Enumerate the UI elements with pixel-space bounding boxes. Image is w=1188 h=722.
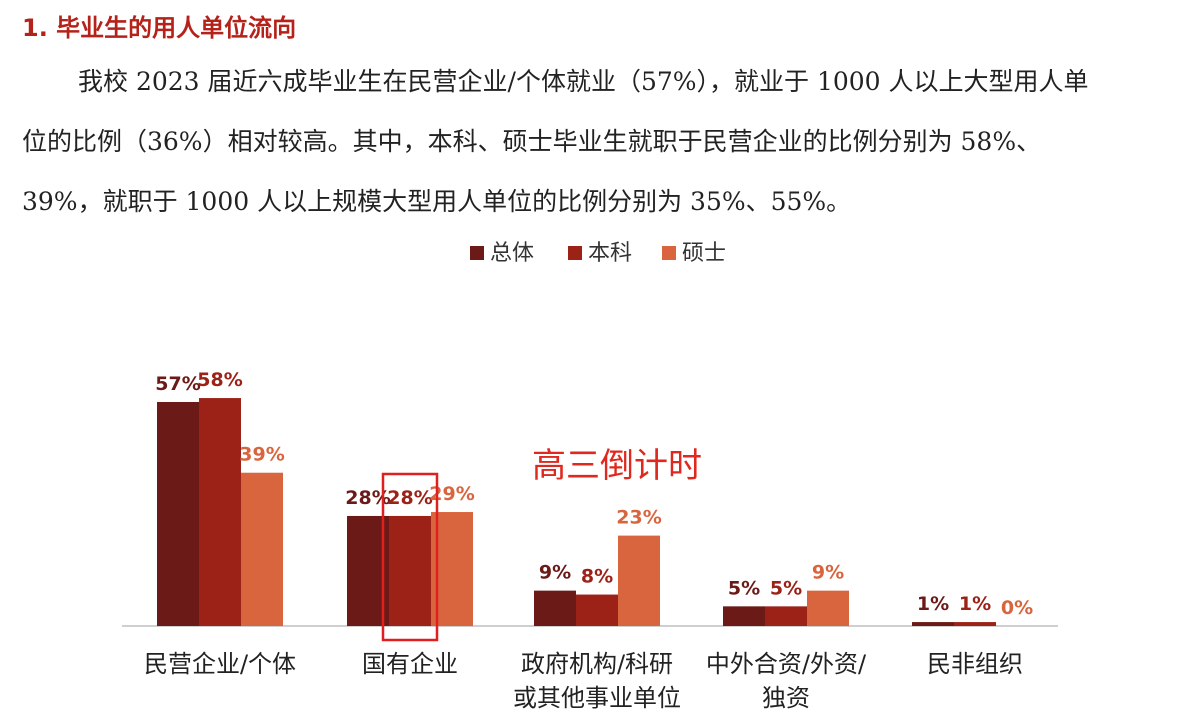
section-heading: 1. 毕业生的用人单位流向 — [22, 14, 297, 42]
legend-swatch-3 — [662, 246, 676, 260]
legend-swatch-1 — [470, 246, 484, 260]
paragraph-line-2: 位的比例（36%）相对较高。其中，本科、硕士毕业生就职于民营企业的比例分别为 5… — [22, 127, 1042, 156]
value-label-4-2: 5% — [770, 577, 802, 599]
value-label-1-3: 39% — [239, 444, 284, 466]
paragraph-line-1: 我校 2023 届近六成毕业生在民营企业/个体就业（57%），就业于 1000 … — [78, 67, 1089, 96]
bar-3-3 — [618, 535, 660, 626]
category-label-4-1: 中外合资/外资/ — [706, 650, 867, 678]
value-label-1-2: 58% — [197, 369, 242, 391]
legend-label-3: 硕士 — [682, 241, 726, 266]
category-label-1: 民营企业/个体 — [144, 650, 296, 678]
value-label-5-1: 1% — [917, 593, 949, 615]
value-label-3-1: 9% — [539, 562, 571, 584]
watermark-text: 高三倒计时 — [532, 446, 702, 486]
category-label-3-2: 或其他事业单位 — [513, 684, 681, 712]
bar-4-1 — [723, 606, 765, 626]
value-label-3-3: 23% — [616, 507, 661, 529]
legend-label-1: 总体 — [490, 241, 534, 266]
value-label-5-2: 1% — [959, 593, 991, 615]
paragraph-line-3: 39%，就职于 1000 人以上规模大型用人单位的比例分别为 35%、55%。 — [22, 187, 852, 216]
value-label-2-3: 29% — [429, 483, 474, 505]
value-label-2-1: 28% — [345, 487, 390, 509]
highlight-box — [381, 472, 439, 642]
value-label-2-2: 28% — [387, 487, 432, 509]
bar-1-2 — [199, 398, 241, 626]
value-label-4-3: 9% — [812, 562, 844, 584]
bar-5-2 — [954, 622, 996, 626]
bar-1-1 — [157, 401, 199, 626]
bar-2-2 — [389, 515, 431, 626]
legend-swatch-2 — [568, 246, 582, 260]
value-label-1-1: 57% — [155, 373, 200, 395]
summary-paragraph: 我校 2023 届近六成毕业生在民营企业/个体就业（57%），就业于 1000 … — [22, 52, 1172, 232]
bar-5-1 — [912, 622, 954, 626]
category-label-2: 国有企业 — [362, 650, 458, 678]
employer-distribution-bar-chart: 总体 本科 硕士 57% 28% 9% 5% 1% 58% 28% 8% 5% 1% 39% 29% 23% 9… — [122, 241, 1058, 712]
value-label-4-1: 5% — [728, 577, 760, 599]
bar-3-2 — [576, 594, 618, 626]
legend-label-2: 本科 — [588, 241, 632, 266]
bar-1-3 — [241, 472, 283, 626]
category-label-3-1: 政府机构/科研 — [521, 650, 673, 678]
value-label-3-2: 8% — [581, 566, 613, 588]
bar-4-2 — [765, 606, 807, 626]
bar-3-1 — [534, 590, 576, 626]
value-label-5-3: 0% — [1001, 597, 1033, 619]
category-label-4-2: 独资 — [762, 684, 810, 712]
bar-4-3 — [807, 590, 849, 626]
category-label-5: 民非组织 — [927, 650, 1023, 678]
